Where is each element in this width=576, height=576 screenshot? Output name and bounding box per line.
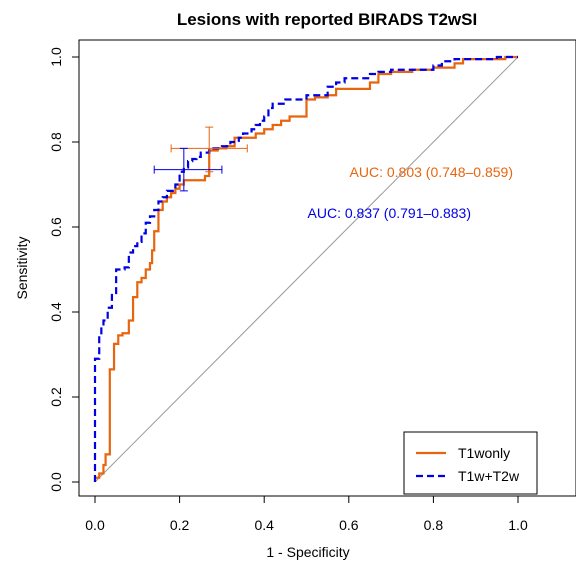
x-tick-label: 0.4 [254, 517, 274, 533]
chart-title: Lesions with reported BIRADS T2wSI [177, 10, 477, 29]
auc-label-t1w-t2w: AUC: 0.837 (0.791–0.883) [308, 205, 471, 221]
reference-diagonal [95, 57, 518, 482]
x-tick-label: 0.0 [85, 517, 105, 533]
y-axis-label: Sensitivity [14, 236, 30, 299]
x-tick-label: 0.6 [339, 517, 359, 533]
y-tick-label: 0.2 [48, 387, 64, 407]
legend-box [404, 432, 537, 494]
legend-label-t1w-t2w: T1w+T2w [458, 468, 520, 484]
x-tick-label: 0.2 [170, 517, 190, 533]
legend: T1wonly T1w+T2w [404, 432, 537, 494]
auc-label-t1wonly: AUC: 0.803 (0.748–0.859) [350, 164, 513, 180]
y-axis: 0.0 0.2 0.4 0.6 0.8 1.0 [48, 47, 79, 492]
y-tick-label: 0.0 [48, 472, 64, 492]
x-tick-label: 1.0 [508, 517, 528, 533]
plot-frame [79, 40, 576, 496]
y-tick-label: 0.4 [48, 302, 64, 322]
y-tick-label: 0.8 [48, 132, 64, 152]
y-tick-label: 0.6 [48, 217, 64, 237]
x-tick-label: 0.8 [424, 517, 444, 533]
x-axis-label: 1 - Specificity [266, 544, 349, 560]
x-axis: 0.0 0.2 0.4 0.6 0.8 1.0 [85, 496, 528, 533]
legend-label-t1wonly: T1wonly [458, 445, 510, 461]
y-tick-label: 1.0 [48, 47, 64, 67]
